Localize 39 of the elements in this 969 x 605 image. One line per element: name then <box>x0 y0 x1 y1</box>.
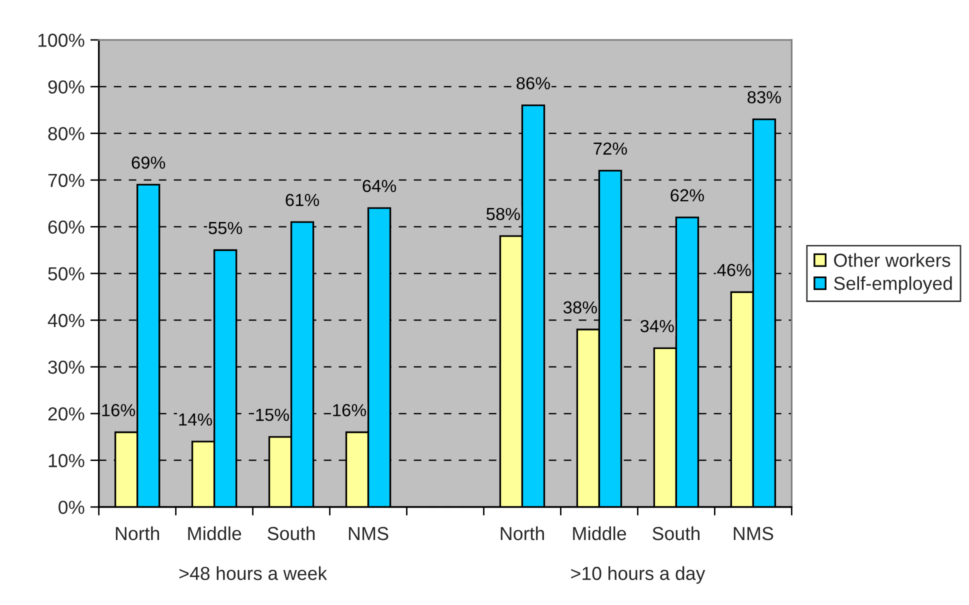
data-label: 14% <box>179 413 212 426</box>
data-label: 86% <box>516 77 550 90</box>
x-tick-label: South <box>268 526 315 540</box>
data-label: 16% <box>333 404 366 416</box>
x-tick-label: Middle <box>188 526 242 540</box>
x-tick-label: North <box>500 526 544 540</box>
text: >10 hours a day <box>571 566 706 584</box>
x-tick-label: South <box>652 526 700 540</box>
y-tick-label: 80% <box>48 127 84 140</box>
legend-label: Self-employed <box>834 276 952 294</box>
y-tick-label: 20% <box>48 407 84 421</box>
x-tick-label: NMS <box>348 526 388 540</box>
x-tick-label: NMS <box>734 526 774 540</box>
data-label: 58% <box>486 208 520 220</box>
data-label: 83% <box>748 91 781 104</box>
data-label: 55% <box>208 222 242 234</box>
data-label: 62% <box>670 189 704 202</box>
data-label: 69% <box>132 156 166 169</box>
y-tick-label: 0% <box>58 500 84 514</box>
y-tick-label: 100% <box>38 34 84 47</box>
y-tick-label: 50% <box>48 267 84 280</box>
y-tick-label: 90% <box>48 80 84 94</box>
legend-label: Other workers <box>834 253 950 267</box>
data-label: 61% <box>286 194 320 206</box>
y-tick-label: 60% <box>48 220 84 234</box>
y-tick-label: 30% <box>48 360 84 374</box>
y-tick-label: 40% <box>48 314 84 328</box>
data-label: 34% <box>640 320 674 332</box>
data-label: 16% <box>102 404 136 416</box>
x-tick-label: North <box>116 526 160 540</box>
x-tick-label: Middle <box>573 526 626 540</box>
y-tick-label: 10% <box>48 454 84 468</box>
data-label: 15% <box>256 408 290 421</box>
y-tick-label: 70% <box>48 174 84 188</box>
data-label: 38% <box>563 301 597 314</box>
data-label: 64% <box>362 180 396 192</box>
data-label: 46% <box>717 264 751 276</box>
data-label: 72% <box>594 142 627 155</box>
text: >48 hours a week <box>179 566 328 580</box>
